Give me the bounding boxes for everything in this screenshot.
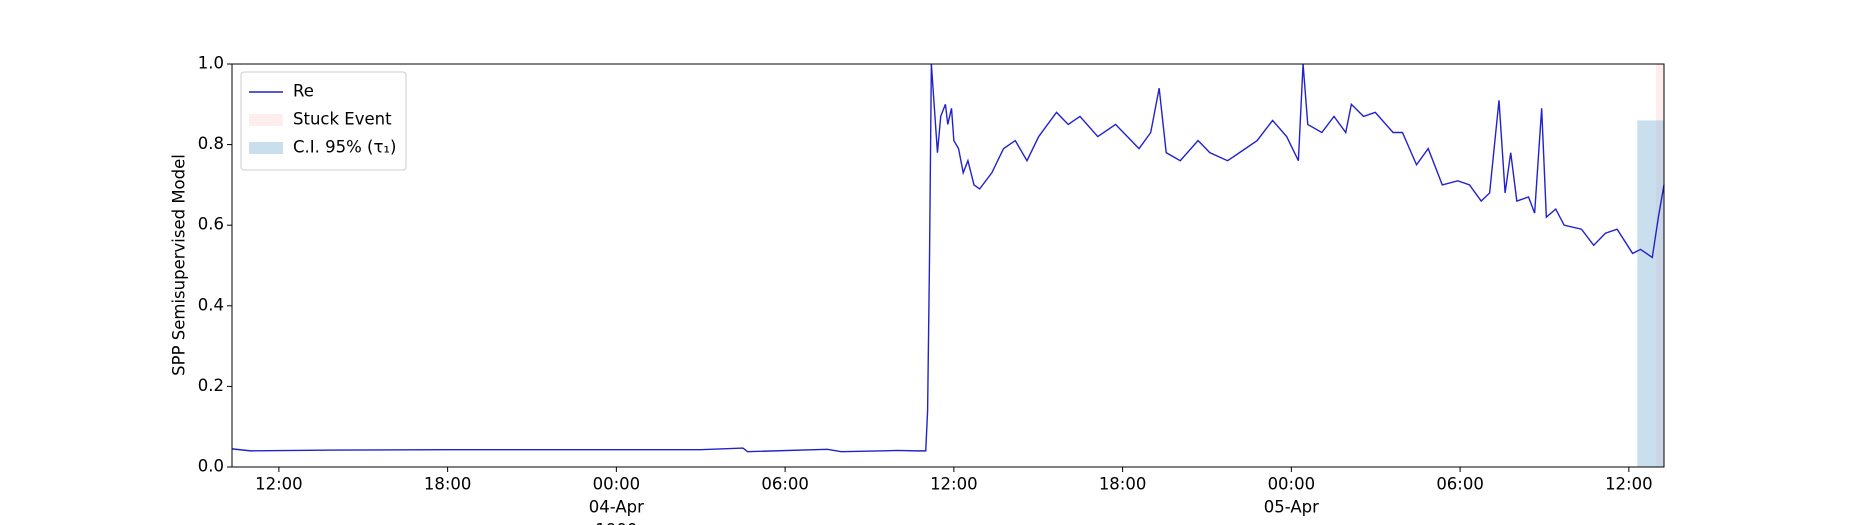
x-tick-label: 12:00 <box>1605 475 1653 494</box>
x-tick-sublabel: 1900 <box>595 521 637 525</box>
x-tick-label: 00:00 <box>593 475 641 494</box>
y-axis-label: SPP Semisupervised Model <box>170 154 189 376</box>
x-tick-label: 18:00 <box>1099 475 1147 494</box>
x-tick-label: 06:00 <box>1436 475 1484 494</box>
legend-swatch <box>249 142 283 154</box>
y-tick-label: 1.0 <box>198 54 224 73</box>
legend-swatch <box>249 114 283 126</box>
x-tick-sublabel: 04-Apr <box>589 498 644 517</box>
x-tick-label: 00:00 <box>1268 475 1316 494</box>
y-tick-label: 0.2 <box>198 376 224 395</box>
y-tick-label: 0.8 <box>198 134 224 153</box>
legend-label: C.I. 95% (τ₁) <box>293 138 396 157</box>
x-tick-sublabel: 05-Apr <box>1264 498 1319 517</box>
band <box>1637 120 1664 468</box>
plot-frame <box>231 63 1665 468</box>
legend-label: Stuck Event <box>293 110 392 129</box>
y-tick-label: 0.0 <box>198 457 224 476</box>
x-tick-label: 06:00 <box>761 475 809 494</box>
y-tick-label: 0.6 <box>198 215 224 234</box>
x-tick-label: 12:00 <box>255 475 303 494</box>
y-tick-label: 0.4 <box>198 295 224 314</box>
x-tick-label: 18:00 <box>424 475 472 494</box>
legend-label: Re <box>293 82 314 101</box>
x-tick-label: 12:00 <box>930 475 978 494</box>
data-line <box>231 63 1665 453</box>
